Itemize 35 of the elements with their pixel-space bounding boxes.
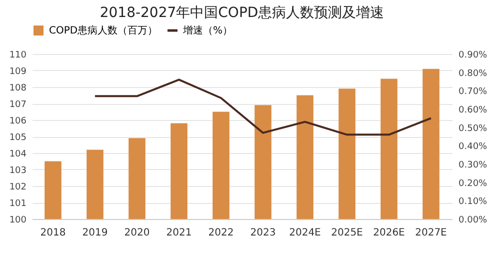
x-tick-label: 2020 bbox=[124, 228, 150, 238]
y2-tick-label: 0.50% bbox=[458, 124, 488, 134]
x-tick-label: 2019 bbox=[82, 228, 108, 238]
x-tick-label: 2026E bbox=[373, 228, 405, 238]
x-tick-label: 2024E bbox=[289, 228, 321, 238]
legend-label: COPD患病人数（百万） bbox=[49, 24, 158, 36]
x-tick-label: 2022 bbox=[208, 228, 234, 238]
y2-tick-label: 0.90% bbox=[458, 50, 488, 60]
x-tick-label: 2023 bbox=[250, 228, 276, 238]
y2-tick-label: 0.10% bbox=[458, 197, 488, 208]
y2-tick-label: 0.70% bbox=[458, 87, 488, 98]
y2-tick-label: 0.30% bbox=[458, 160, 488, 170]
legend-label: 增速（%） bbox=[182, 24, 233, 36]
line-series bbox=[94, 78, 432, 136]
y-tick-label: 108 bbox=[9, 84, 27, 94]
x-tick-label: 2021 bbox=[166, 228, 192, 238]
y2-tick-label: 0.20% bbox=[458, 178, 488, 189]
y-tick-label: 100 bbox=[9, 216, 27, 226]
y-tick-label: 105 bbox=[9, 133, 26, 143]
y2-tick-label: 0.60% bbox=[458, 106, 488, 116]
y2-tick-label: 0.40% bbox=[458, 142, 488, 152]
y-tick-label: 101 bbox=[9, 199, 26, 209]
x-tick-label: 2027E bbox=[415, 228, 447, 238]
y-tick-label: 103 bbox=[9, 166, 26, 176]
y2-tick-label: 0.00% bbox=[458, 216, 488, 226]
y-tick-label: 110 bbox=[9, 50, 27, 60]
y-tick-label: 102 bbox=[9, 182, 26, 192]
x-tick-label: 2025E bbox=[331, 228, 363, 238]
y-tick-label: 104 bbox=[9, 150, 27, 160]
y-tick-label: 106 bbox=[9, 116, 27, 126]
y-tick-label: 107 bbox=[9, 100, 26, 110]
y2-tick-label: 0.80% bbox=[458, 68, 488, 79]
y-tick-label: 109 bbox=[9, 67, 27, 77]
chart-title: 2018-2027年中国COPD患病人数预测及增速 bbox=[100, 5, 384, 21]
x-tick-label: 2018 bbox=[40, 228, 66, 238]
